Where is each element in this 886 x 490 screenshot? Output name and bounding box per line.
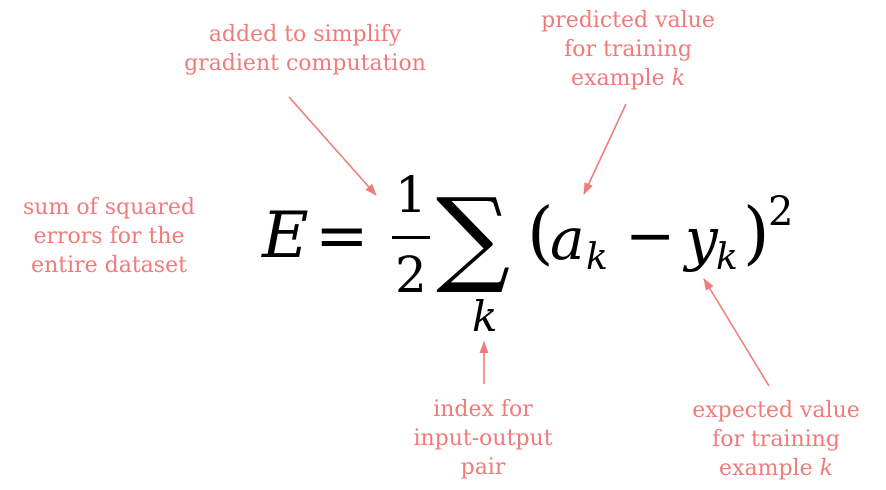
equation-equals: = — [315, 199, 369, 273]
equation-sum-symbol: ∑ — [436, 175, 511, 297]
arrow-expected-to-y — [703, 278, 770, 387]
annotation-predicted-line-3: example k — [513, 64, 743, 93]
annotation-predicted-variable: k — [671, 66, 685, 91]
equation-right-paren: ) — [743, 194, 770, 273]
annotation-index-line-2: input-output — [413, 426, 553, 451]
arrow-simplify-to-fraction — [288, 96, 377, 196]
annotation-predicted-line-1: predicted value — [541, 8, 715, 33]
annotation-expected-variable: k — [819, 456, 833, 481]
annotation-index: index for input-output pair — [393, 395, 573, 482]
annotation-sum: sum of squared errors for the entire dat… — [4, 193, 214, 280]
arrow-predicted-to-a — [583, 103, 627, 195]
annotation-predicted-line-2: for training — [564, 37, 692, 62]
equation-exponent: 2 — [768, 189, 794, 235]
annotation-index-line-1: index for — [433, 397, 533, 422]
equation-minus: − — [625, 201, 676, 271]
annotation-expected: expected value for training example k — [666, 396, 886, 483]
annotation-predicted-line-3-text: example — [571, 66, 665, 91]
annotation-predicted: predicted value for training example k — [513, 6, 743, 93]
annotation-sum-line-1: sum of squared — [23, 195, 195, 220]
equation-a-subscript: k — [586, 237, 608, 278]
equation-sum-index: k — [472, 292, 498, 341]
equation-lhs-e: E — [262, 199, 309, 273]
equation-fraction-bar — [392, 236, 430, 239]
annotation-expected-line-1: expected value — [692, 398, 860, 423]
equation-y-subscript: k — [716, 237, 738, 278]
equation-fraction-numerator: 1 — [395, 166, 427, 224]
annotation-expected-line-3: example k — [666, 454, 886, 483]
annotation-expected-line-3-text: example — [719, 456, 813, 481]
annotation-simplify-line-1: added to simplify — [208, 22, 402, 47]
equation-left-paren: ( — [527, 194, 554, 273]
annotation-simplify-line-2: gradient computation — [184, 51, 426, 76]
equation-fraction-denominator: 2 — [395, 246, 427, 304]
equation-y: y — [685, 205, 718, 273]
annotation-sum-line-3: entire dataset — [31, 253, 187, 278]
annotation-sum-line-2: errors for the — [33, 224, 185, 249]
annotation-index-line-3: pair — [460, 455, 506, 480]
equation-a: a — [550, 205, 585, 273]
annotation-expected-line-2: for training — [712, 427, 840, 452]
annotation-simplify: added to simplify gradient computation — [168, 20, 442, 78]
